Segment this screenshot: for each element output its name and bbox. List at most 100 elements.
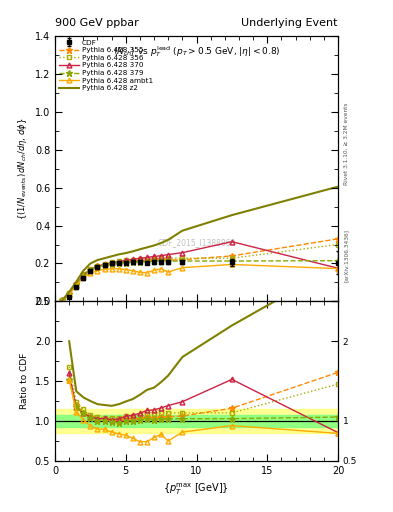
Pythia 6.428 379 [138,259,142,265]
Pythia 6.428 z2 [74,279,79,285]
Pythia 6.428 370 [60,297,64,304]
Pythia 6.428 z2 [88,261,93,267]
Pythia 6.428 370 [102,261,107,267]
Pythia 6.428 ambt1 [336,266,340,272]
Pythia 6.428 379 [88,267,93,273]
Pythia 6.428 ambt1 [152,267,156,273]
Pythia 6.428 370 [88,266,93,272]
Pythia 6.428 355 [123,259,128,265]
Pythia 6.428 379 [74,282,79,288]
Pythia 6.428 z2 [81,268,86,274]
Pythia 6.428 355 [88,266,93,272]
Text: $\langle N_{ch}\rangle$ vs $p_T^{\rm lead}$ ($p_T > 0.5$ GeV, $|\eta| < 0.8$): $\langle N_{ch}\rangle$ vs $p_T^{\rm lea… [113,44,280,59]
Pythia 6.428 356 [230,255,234,261]
Pythia 6.428 ambt1 [230,261,234,267]
Pythia 6.428 z2 [130,248,135,254]
Pythia 6.428 356 [116,258,121,264]
Text: Rivet 3.1.10, ≥ 3.2M events: Rivet 3.1.10, ≥ 3.2M events [344,102,349,185]
Pythia 6.428 355 [180,257,185,263]
Pythia 6.428 370 [109,260,114,266]
Pythia 6.428 379 [145,259,149,265]
Pythia 6.428 355 [138,258,142,264]
Pythia 6.428 355 [74,281,79,287]
Pythia 6.428 z2 [159,240,163,246]
Pythia 6.428 ambt1 [88,270,93,276]
Pythia 6.428 z2 [152,242,156,248]
Pythia 6.428 379 [116,260,121,266]
Pythia 6.428 ambt1 [159,266,163,272]
Pythia 6.428 ambt1 [145,269,149,275]
Pythia 6.428 355 [109,261,114,267]
Pythia 6.428 ambt1 [67,291,72,297]
Pythia 6.428 370 [230,239,234,245]
Pythia 6.428 379 [95,264,100,270]
Pythia 6.428 z2 [109,253,114,260]
Pythia 6.428 356 [81,271,86,278]
Pythia 6.428 z2 [102,255,107,261]
Pythia 6.428 379 [109,261,114,267]
Pythia 6.428 355 [102,262,107,268]
Pythia 6.428 370 [95,263,100,269]
Pythia 6.428 379 [336,258,340,264]
Pythia 6.428 ambt1 [60,297,64,304]
Pythia 6.428 356 [60,297,64,304]
Pythia 6.428 356 [152,255,156,262]
Pythia 6.428 355 [130,258,135,264]
Pythia 6.428 379 [123,260,128,266]
Pythia 6.428 356 [102,261,107,267]
Y-axis label: Ratio to CDF: Ratio to CDF [20,353,29,409]
Pythia 6.428 356 [123,257,128,263]
Pythia 6.428 379 [159,258,163,264]
Line: Pythia 6.428 370: Pythia 6.428 370 [60,239,340,303]
Pythia 6.428 356 [88,266,93,272]
Pythia 6.428 355 [95,263,100,269]
Pythia 6.428 356 [130,257,135,263]
X-axis label: $\{p_T^{\rm max}$ [GeV]$\}$: $\{p_T^{\rm max}$ [GeV]$\}$ [163,481,230,497]
Pythia 6.428 z2 [166,237,171,243]
Pythia 6.428 370 [159,252,163,259]
Pythia 6.428 355 [159,257,163,263]
Pythia 6.428 ambt1 [166,269,171,275]
Pythia 6.428 379 [67,291,72,297]
Pythia 6.428 355 [145,258,149,264]
Pythia 6.428 356 [74,281,79,287]
Pythia 6.428 379 [152,259,156,265]
Pythia 6.428 379 [102,262,107,268]
Pythia 6.428 370 [336,265,340,271]
Pythia 6.428 356 [166,255,171,261]
Pythia 6.428 370 [166,251,171,258]
Line: Pythia 6.428 355: Pythia 6.428 355 [59,236,341,304]
Line: Pythia 6.428 379: Pythia 6.428 379 [59,258,341,304]
Pythia 6.428 356 [159,255,163,261]
Pythia 6.428 355 [166,257,171,263]
Pythia 6.428 370 [138,255,142,262]
Pythia 6.428 355 [152,258,156,264]
Pythia 6.428 370 [74,282,79,288]
Text: 900 GeV ppbar: 900 GeV ppbar [55,18,139,28]
Pythia 6.428 ambt1 [109,266,114,272]
Pythia 6.428 ambt1 [81,274,86,281]
Pythia 6.428 379 [130,259,135,265]
Line: Pythia 6.428 ambt1: Pythia 6.428 ambt1 [60,262,340,303]
Pythia 6.428 379 [180,258,185,264]
Line: Pythia 6.428 356: Pythia 6.428 356 [60,242,340,303]
Pythia 6.428 ambt1 [95,268,100,274]
Pythia 6.428 ambt1 [130,268,135,274]
Pythia 6.428 355 [67,291,72,297]
Text: Underlying Event: Underlying Event [241,18,338,28]
Pythia 6.428 z2 [60,297,64,304]
Pythia 6.428 355 [336,236,340,242]
Pythia 6.428 ambt1 [102,266,107,272]
Pythia 6.428 z2 [336,184,340,190]
Pythia 6.428 ambt1 [138,269,142,275]
Pythia 6.428 356 [336,242,340,248]
Pythia 6.428 z2 [145,244,149,250]
Text: [arXiv:1306.3436]: [arXiv:1306.3436] [344,229,349,283]
Pythia 6.428 370 [145,254,149,261]
Pythia 6.428 355 [116,260,121,266]
Pythia 6.428 379 [230,258,234,264]
Y-axis label: $\{(1/N_{\rm events})\,dN_{ch}/d\eta,\,d\phi\}$: $\{(1/N_{\rm events})\,dN_{ch}/d\eta,\,d… [16,117,29,220]
Pythia 6.428 ambt1 [180,265,185,271]
Pythia 6.428 370 [81,272,86,279]
Line: Pythia 6.428 z2: Pythia 6.428 z2 [62,187,338,301]
